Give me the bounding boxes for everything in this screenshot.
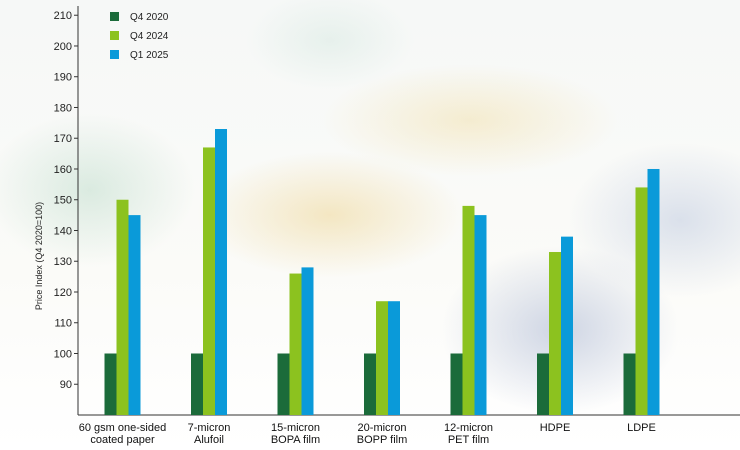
bar: [191, 353, 203, 415]
y-tick-label: 190: [54, 72, 72, 84]
x-category-label: PET film: [448, 434, 489, 446]
bar: [561, 236, 573, 415]
y-tick-label: 180: [54, 102, 72, 114]
bar: [277, 353, 290, 415]
bar: [116, 199, 129, 415]
x-category-label: HDPE: [540, 422, 571, 434]
y-tick-label: 130: [54, 256, 72, 268]
bar: [128, 215, 141, 415]
x-category-label: 20-micron: [358, 422, 407, 434]
x-category-label: Alufoil: [194, 434, 224, 446]
bar: [462, 205, 475, 415]
bar: [376, 301, 388, 415]
y-axis-title: Price Index (Q4 2020=100): [34, 202, 44, 310]
legend-swatch: [110, 50, 119, 59]
y-tick-label: 120: [54, 287, 72, 299]
y-tick-label: 140: [54, 225, 72, 237]
x-category-label: LDPE: [627, 422, 656, 434]
y-tick-label: 90: [60, 379, 72, 391]
x-category-label: 12-micron: [444, 422, 493, 434]
y-tick-label: 150: [54, 195, 72, 207]
bar: [647, 168, 660, 415]
bar: [474, 215, 487, 415]
x-category-label: 7-micron: [188, 422, 231, 434]
legend-swatch: [110, 12, 119, 21]
bar: [450, 353, 463, 415]
legend: Q4 2020 Q4 2024 Q1 2025: [110, 12, 169, 61]
bar: [364, 353, 376, 415]
bar: [537, 353, 549, 415]
bar: [623, 353, 636, 415]
bar: [388, 301, 400, 415]
bar: [289, 273, 302, 415]
bar: [215, 129, 227, 416]
bars: [104, 129, 660, 416]
legend-swatch: [110, 31, 119, 40]
x-category-label: 15-micron: [271, 422, 320, 434]
x-category-label: BOPP film: [357, 434, 408, 446]
y-tick-label: 110: [54, 318, 72, 330]
axes: 90 100 110 120 130 140 150 160 170 180 190 200 210 60…: [54, 6, 740, 446]
bar: [104, 353, 117, 415]
legend-label: Q4 2024: [130, 31, 169, 42]
bar: [635, 187, 648, 415]
legend-label: Q1 2025: [130, 50, 169, 61]
bar: [203, 147, 215, 415]
y-tick-label: 170: [54, 133, 72, 145]
legend-label: Q4 2020: [130, 12, 169, 23]
y-tick-label: 210: [54, 10, 72, 22]
y-tick-label: 100: [54, 348, 72, 360]
bar: [549, 252, 561, 415]
x-category-label: 60 gsm one-sided: [79, 422, 166, 434]
x-category-label: coated paper: [90, 434, 155, 446]
y-tick-label: 200: [54, 41, 72, 53]
x-category-label: BOPA film: [271, 434, 320, 446]
bar: [301, 267, 314, 415]
y-tick-label: 160: [54, 164, 72, 176]
